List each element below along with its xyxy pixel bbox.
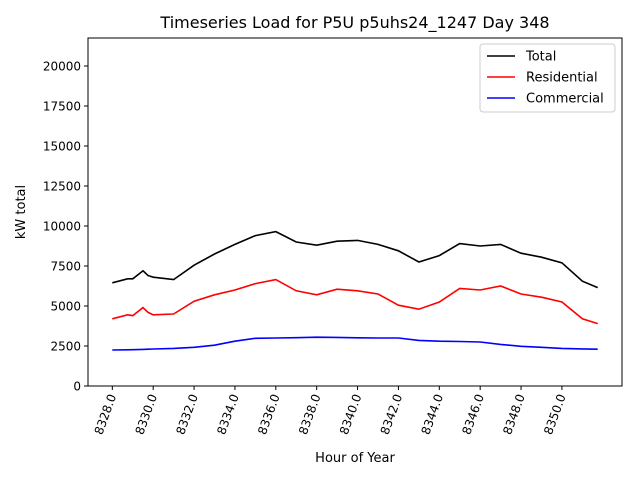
y-tick-label: 12500 (43, 180, 81, 194)
x-tick-label: 8332.0 (173, 392, 201, 436)
x-tick-label: 8338.0 (296, 392, 324, 436)
x-tick-label: 8346.0 (459, 392, 487, 436)
x-tick-label: 8344.0 (419, 392, 447, 436)
plot-frame (87, 37, 623, 387)
x-tick-label: 8350.0 (541, 392, 569, 436)
y-axis-label: kW total (14, 185, 29, 239)
x-tick-label: 8334.0 (214, 392, 242, 436)
y-tick-label: 10000 (43, 220, 81, 234)
legend: Total Residential Commercial (479, 43, 616, 113)
series-line-commercial (112, 336, 598, 351)
y-tick-label: 20000 (43, 60, 81, 74)
legend-box (479, 43, 616, 113)
x-tick-label: 8330.0 (132, 392, 160, 436)
series-line-residential (112, 278, 598, 325)
x-tick-label: 8336.0 (255, 392, 283, 436)
y-tick-label: 17500 (43, 100, 81, 114)
x-tick-label: 8340.0 (337, 392, 365, 436)
y-tick-label: 7500 (50, 260, 81, 274)
chart-title: Timeseries Load for P5U p5uhs24_1247 Day… (159, 13, 549, 33)
legend-label-total: Total (525, 50, 556, 65)
series-line-total (112, 230, 599, 289)
x-tick-label: 8342.0 (378, 392, 406, 436)
y-tick-label: 15000 (43, 140, 81, 154)
x-axis-label: Hour of Year (315, 451, 395, 466)
y-tick-label: 2500 (50, 340, 81, 354)
y-tick-label: 0 (73, 380, 81, 394)
x-tick-label: 8328.0 (92, 392, 120, 436)
legend-label-commercial: Commercial (526, 92, 604, 107)
x-tick-label: 8348.0 (500, 392, 528, 436)
y-tick-label: 5000 (50, 300, 81, 314)
legend-label-residential: Residential (526, 71, 598, 86)
